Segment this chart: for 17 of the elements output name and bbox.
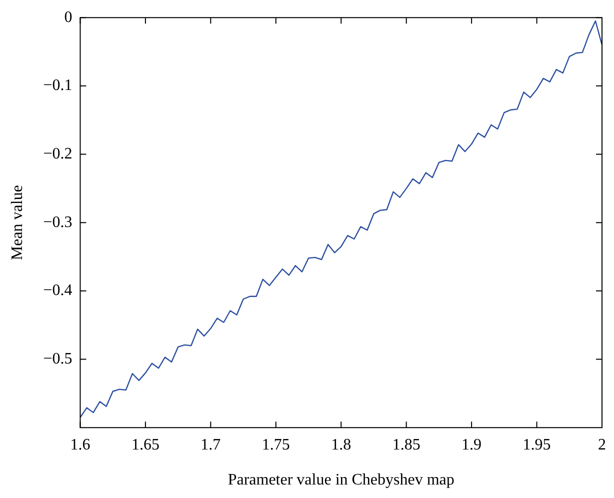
x-tick-label: 1.9 bbox=[462, 436, 482, 454]
x-tick-label: 1.7 bbox=[200, 436, 221, 454]
x-tick-label: 1.8 bbox=[331, 436, 352, 454]
y-tick-label: −0.5 bbox=[43, 350, 72, 368]
y-tick-label: −0.1 bbox=[43, 77, 72, 94]
y-tick-label: −0.3 bbox=[43, 214, 72, 231]
y-tick-label: 0 bbox=[64, 8, 72, 26]
y-axis-title: Mean value bbox=[8, 185, 26, 260]
x-tick-label: 1.65 bbox=[131, 436, 160, 454]
x-axis-title: Parameter value in Chebyshev map bbox=[228, 472, 454, 489]
x-tick-label: 1.85 bbox=[392, 436, 420, 454]
y-tick-label: −0.2 bbox=[43, 145, 72, 162]
x-tick-label: 2 bbox=[598, 436, 606, 454]
x-tick-label: 1.75 bbox=[262, 436, 290, 454]
y-tick-label: −0.4 bbox=[43, 282, 72, 300]
x-tick-label: 1.95 bbox=[522, 436, 551, 454]
x-tick-label: 1.6 bbox=[70, 436, 90, 454]
